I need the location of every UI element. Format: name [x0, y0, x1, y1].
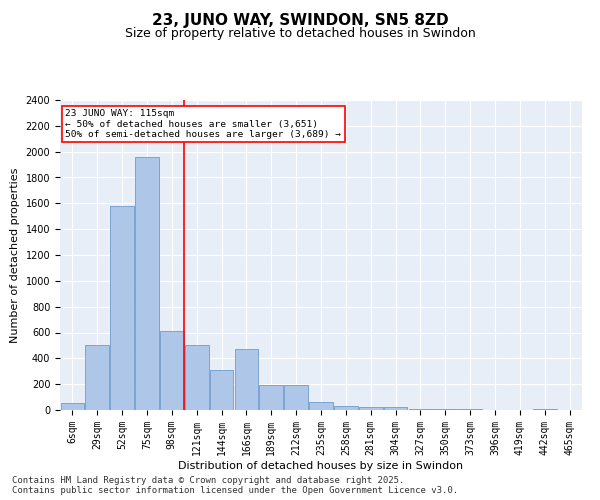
- Bar: [110, 206, 134, 410]
- Bar: [61, 403, 84, 410]
- X-axis label: Distribution of detached houses by size in Swindon: Distribution of detached houses by size …: [178, 460, 464, 470]
- Y-axis label: Number of detached properties: Number of detached properties: [10, 168, 20, 342]
- Bar: [309, 402, 333, 410]
- Bar: [359, 408, 383, 410]
- Text: Contains HM Land Registry data © Crown copyright and database right 2025.
Contai: Contains HM Land Registry data © Crown c…: [12, 476, 458, 495]
- Bar: [334, 406, 358, 410]
- Bar: [533, 408, 557, 410]
- Bar: [284, 385, 308, 410]
- Bar: [235, 350, 258, 410]
- Bar: [85, 346, 109, 410]
- Text: 23, JUNO WAY, SWINDON, SN5 8ZD: 23, JUNO WAY, SWINDON, SN5 8ZD: [152, 12, 448, 28]
- Bar: [384, 408, 407, 410]
- Bar: [160, 331, 184, 410]
- Bar: [185, 346, 209, 410]
- Bar: [210, 370, 233, 410]
- Bar: [409, 408, 432, 410]
- Bar: [135, 157, 159, 410]
- Text: Size of property relative to detached houses in Swindon: Size of property relative to detached ho…: [125, 28, 475, 40]
- Text: 23 JUNO WAY: 115sqm
← 50% of detached houses are smaller (3,651)
50% of semi-det: 23 JUNO WAY: 115sqm ← 50% of detached ho…: [65, 110, 341, 139]
- Bar: [259, 385, 283, 410]
